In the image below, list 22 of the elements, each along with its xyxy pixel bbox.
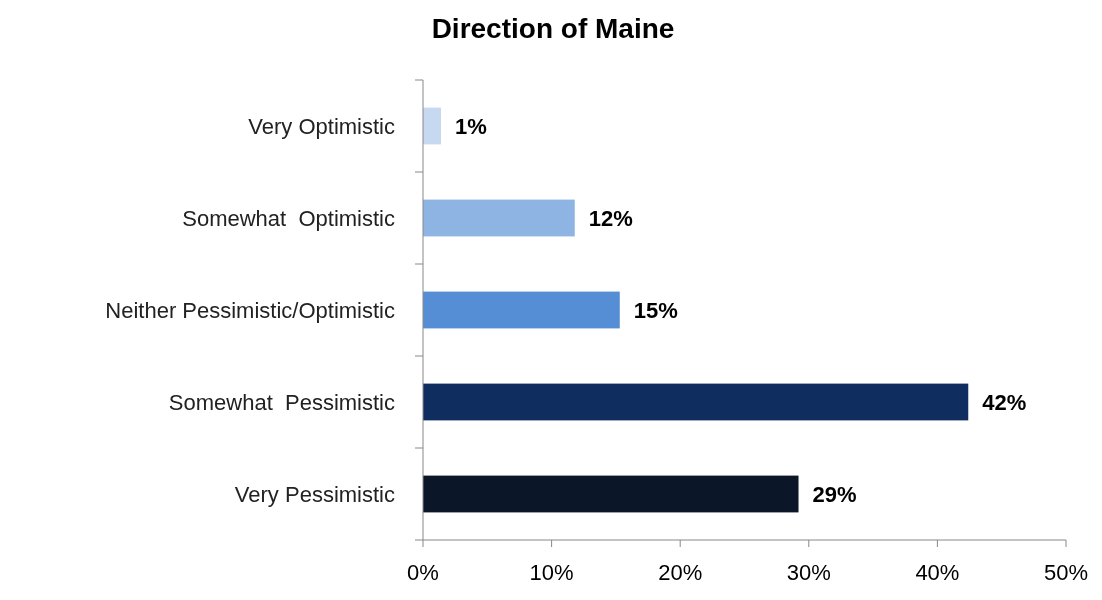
bar <box>423 475 799 513</box>
x-tick-label: 40% <box>915 560 960 585</box>
bar <box>423 199 575 237</box>
x-tick-label: 10% <box>529 560 574 585</box>
data-label: 15% <box>633 297 678 323</box>
y-tick-label: Somewhat Pessimistic <box>168 389 395 415</box>
x-tick-label: 30% <box>786 560 831 585</box>
y-tick-label: Somewhat Optimistic <box>182 205 395 231</box>
x-tick-label: 0% <box>407 560 439 585</box>
y-tick-label: Neither Pessimistic/Optimistic <box>105 297 395 323</box>
x-tick-label: 50% <box>1043 560 1089 585</box>
bar <box>423 291 620 329</box>
bar <box>423 383 969 421</box>
data-label: 1% <box>455 113 487 139</box>
chart-title: Direction of Maine <box>431 13 675 44</box>
data-label: 12% <box>588 205 633 231</box>
bar <box>423 107 441 145</box>
data-label: 29% <box>812 481 857 507</box>
x-tick-label: 20% <box>658 560 703 585</box>
y-tick-label: Very Optimistic <box>248 113 395 139</box>
y-tick-label: Very Pessimistic <box>234 481 395 507</box>
data-label: 42% <box>982 389 1027 415</box>
